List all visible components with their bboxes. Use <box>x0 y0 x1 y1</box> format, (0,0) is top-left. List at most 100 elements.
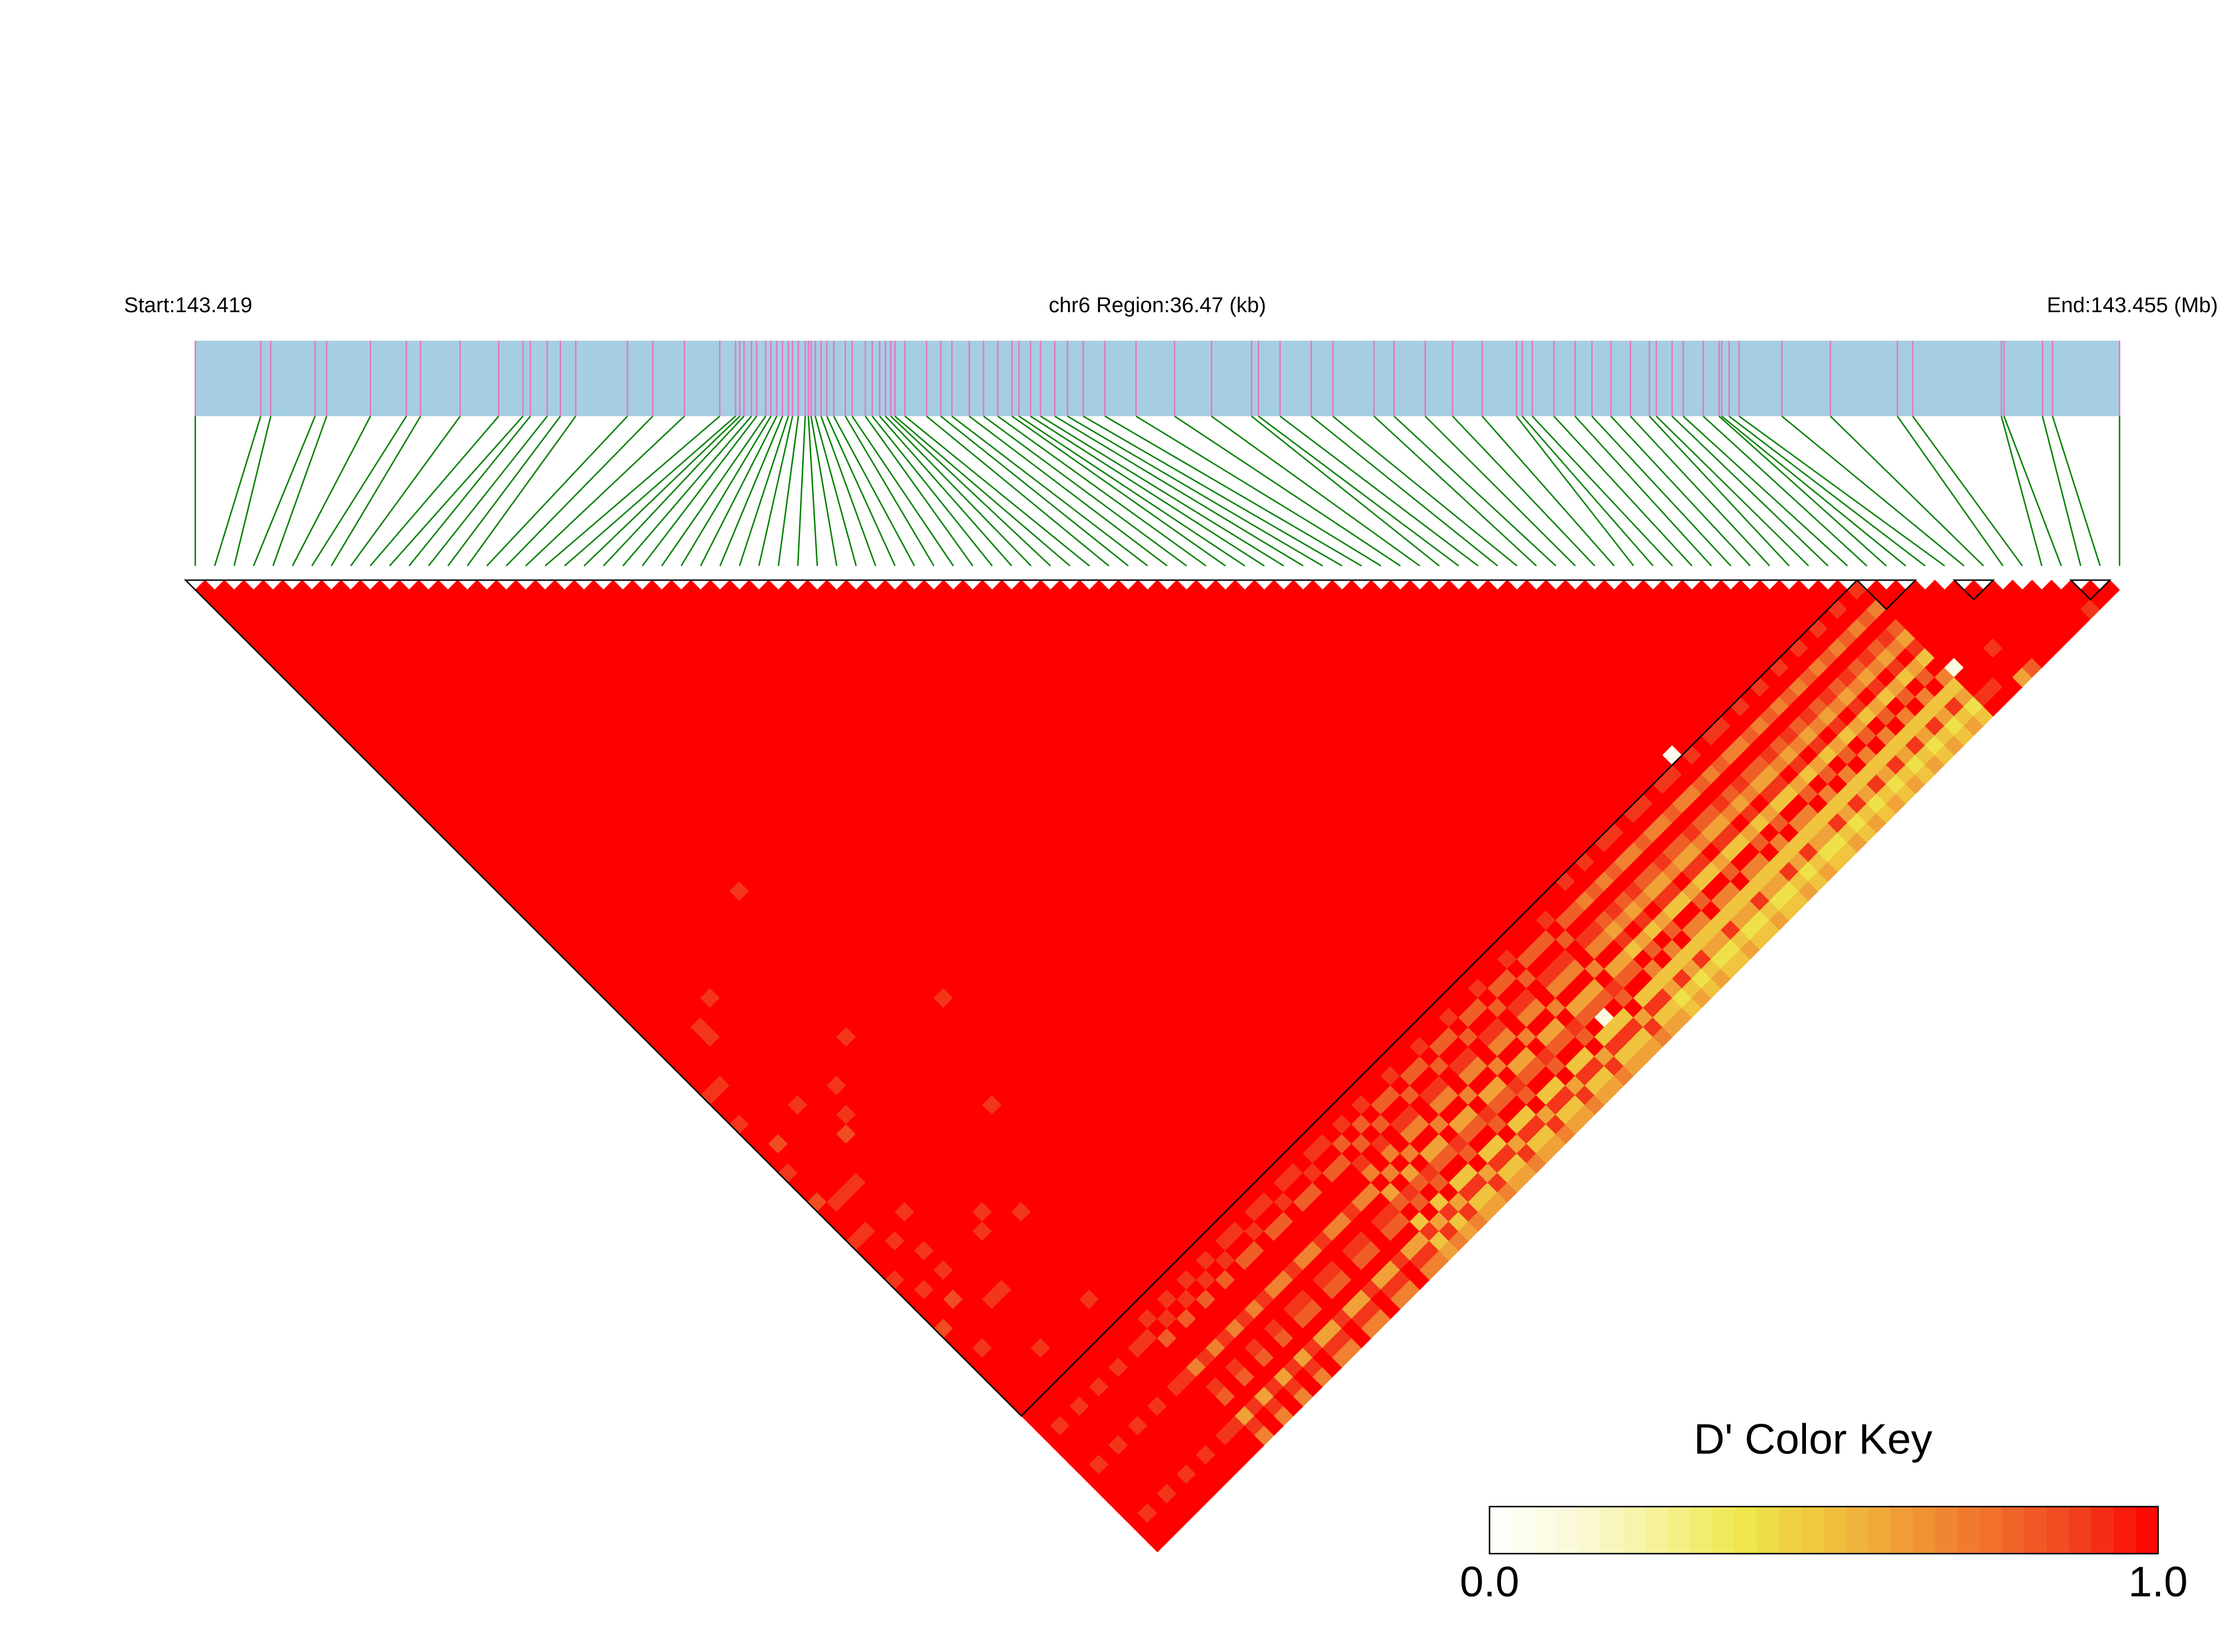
snp-link <box>940 416 1129 567</box>
snp-link <box>427 416 548 567</box>
snp-link <box>1522 416 1654 567</box>
snp-link <box>2041 416 2082 566</box>
snp-link <box>1054 415 1304 567</box>
snp-link <box>584 416 741 567</box>
snp-link <box>1135 415 1382 567</box>
snp-link <box>758 416 793 566</box>
snp-link <box>1174 415 1401 567</box>
snp-link <box>1011 415 1226 567</box>
snp-link <box>884 416 1032 567</box>
snp-link <box>233 416 272 566</box>
snp-link <box>1702 416 1867 567</box>
snp-link <box>1671 416 1829 567</box>
snp-link <box>564 416 736 567</box>
snp-link <box>467 416 577 567</box>
snp-link <box>408 416 531 567</box>
snp-link <box>291 416 371 567</box>
snp-link <box>1258 415 1460 567</box>
snp-link <box>1781 416 1965 567</box>
region-label: chr6 Region:36.47 (kb) <box>1049 293 1267 317</box>
snp-link <box>1738 415 1945 567</box>
snp-link <box>872 416 993 567</box>
snp-links <box>194 415 2120 567</box>
snp-link <box>389 416 524 567</box>
region-bar <box>195 340 2120 416</box>
snp-link <box>807 416 818 566</box>
snp-link <box>997 415 1207 567</box>
snp-link <box>820 416 877 566</box>
snp-link <box>1897 416 2004 567</box>
snp-link <box>2003 416 2062 566</box>
snp-link <box>1067 415 1323 567</box>
snp-link <box>1721 416 1907 567</box>
snp-link <box>890 416 1051 567</box>
snp-link <box>642 416 757 567</box>
start-label: Start:143.419 <box>124 293 252 317</box>
end-label: End:143.455 (Mb) <box>2047 293 2218 317</box>
snp-link <box>1912 416 2023 567</box>
snp-link <box>700 416 778 567</box>
snp-link <box>661 416 766 567</box>
snp-lines <box>194 340 2120 416</box>
snp-link <box>1030 415 1265 567</box>
snp-link <box>680 416 772 567</box>
snp-link <box>738 416 789 566</box>
snp-link <box>2001 416 2043 566</box>
snp-link <box>1829 416 1984 567</box>
snp-link <box>926 416 1109 567</box>
snp-link <box>797 416 806 566</box>
ld-cells <box>195 580 2120 1552</box>
snp-link <box>864 416 973 567</box>
snp-link <box>253 416 316 567</box>
snp-link <box>272 416 328 566</box>
snp-link <box>1610 416 1751 567</box>
snp-link <box>1018 415 1245 567</box>
snp-link <box>1211 415 1420 567</box>
snp-link <box>544 416 721 567</box>
snp-link <box>447 416 561 567</box>
snp-link <box>1424 416 1576 567</box>
snp-link <box>331 416 421 567</box>
snp-link <box>833 416 915 567</box>
snp-link <box>1655 416 1809 567</box>
snp-link <box>1574 416 1712 567</box>
snp-link <box>1682 416 1848 567</box>
snp-link <box>851 416 954 567</box>
snp-link <box>1728 415 1926 567</box>
snp-link <box>486 416 628 567</box>
snp-link <box>844 416 935 567</box>
snp-link <box>1083 415 1343 567</box>
snp-link <box>350 416 461 567</box>
snp-link <box>369 416 500 567</box>
snp-link <box>603 416 745 567</box>
snp-link <box>1553 416 1693 567</box>
snp-link <box>2052 416 2101 566</box>
snp-link <box>214 416 262 566</box>
snp-link <box>1630 416 1771 567</box>
snp-link <box>1373 416 1537 567</box>
snp-link <box>719 416 783 567</box>
snp-link <box>1516 416 1635 567</box>
snp-link <box>506 416 653 567</box>
snp-link <box>983 415 1187 567</box>
snp-link <box>622 416 752 567</box>
snp-link <box>814 416 857 566</box>
snp-link <box>1104 415 1362 567</box>
snp-link <box>1718 416 1887 567</box>
color-key-title: D' Color Key <box>1694 1416 1933 1463</box>
snp-link <box>810 416 837 566</box>
snp-link <box>1531 416 1673 567</box>
snp-link <box>1452 416 1596 567</box>
snp-link <box>826 416 896 567</box>
snp-link <box>1591 416 1731 567</box>
snp-link <box>1649 416 1790 567</box>
snp-link <box>968 415 1168 567</box>
snp-link <box>904 416 1090 567</box>
snp-link <box>951 415 1149 567</box>
snp-link <box>1393 416 1556 567</box>
snp-link <box>894 416 1071 567</box>
snp-link <box>1251 416 1440 567</box>
snp-link <box>1310 416 1498 567</box>
snp-link <box>1279 415 1479 567</box>
